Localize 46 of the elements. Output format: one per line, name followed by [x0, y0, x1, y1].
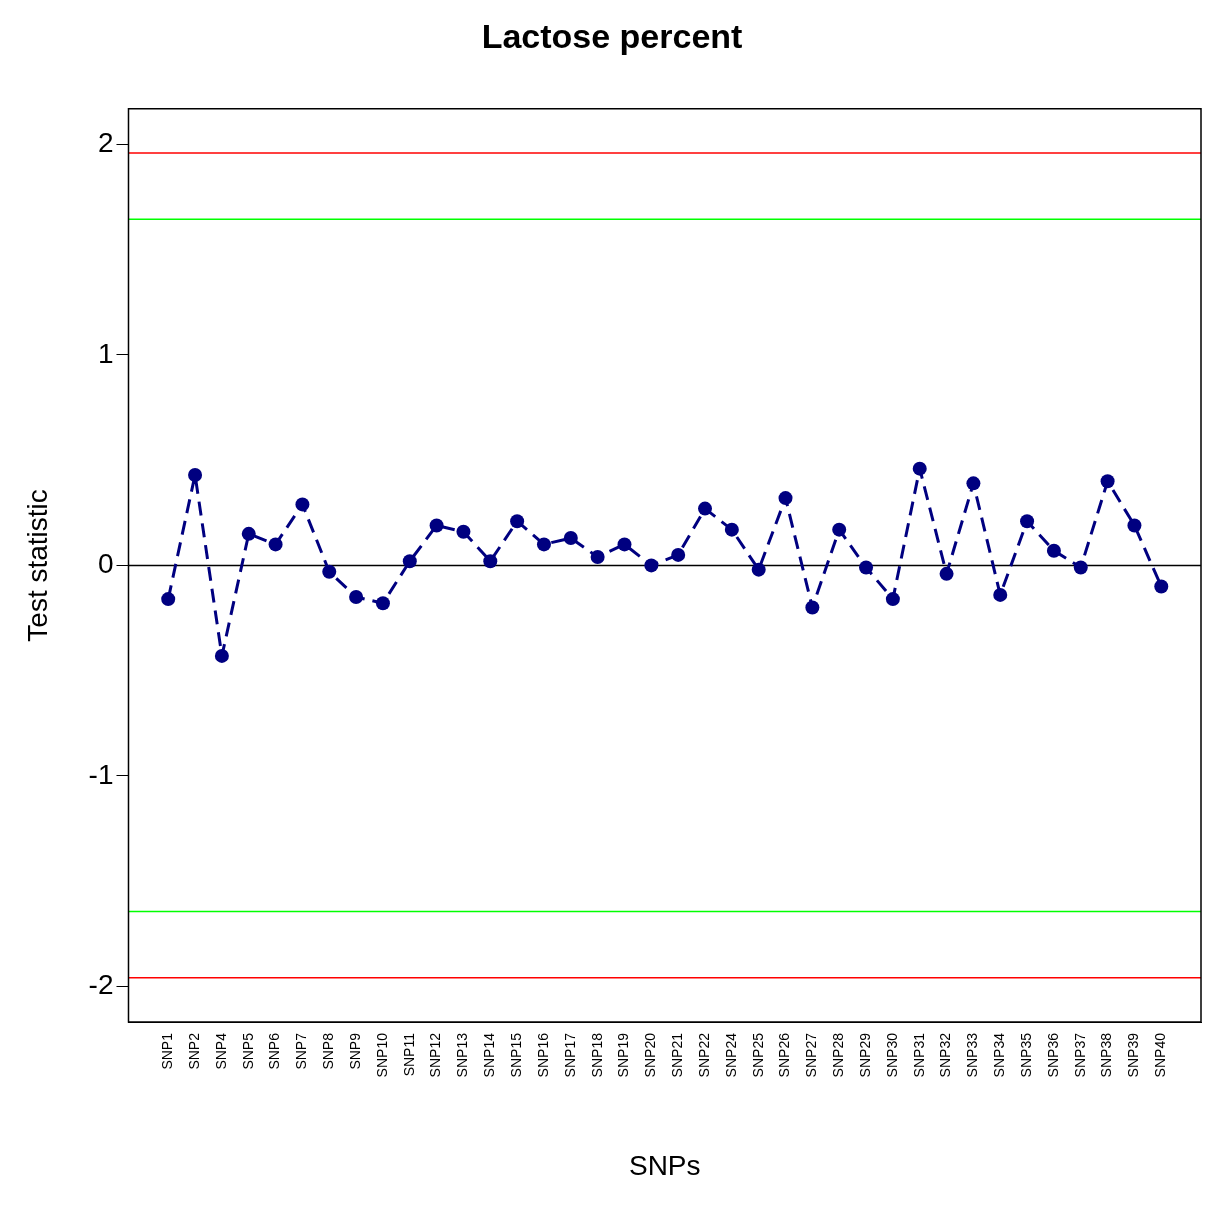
x-tick-label: SNP37 — [1071, 1032, 1088, 1078]
x-axis-title: SNPs — [628, 1149, 701, 1181]
x-tick-label: SNP29 — [856, 1032, 873, 1078]
x-tick-label: SNP10 — [373, 1032, 390, 1078]
chart-title: Lactose percent — [481, 16, 743, 55]
x-tick-label: SNP33 — [964, 1032, 981, 1078]
x-tick-label: SNP6 — [266, 1032, 283, 1070]
y-axis-title: Test statistic — [21, 489, 53, 642]
x-tick-label: SNP7 — [293, 1032, 310, 1070]
x-tick-label: SNP8 — [320, 1032, 337, 1070]
x-tick-label: SNP13 — [454, 1032, 471, 1078]
x-tick-label: SNP18 — [588, 1032, 605, 1078]
x-tick-label: SNP15 — [507, 1032, 524, 1078]
x-tick-label: SNP24 — [722, 1032, 739, 1078]
x-tick-label: SNP35 — [1017, 1032, 1034, 1078]
x-tick-label: SNP30 — [883, 1032, 900, 1078]
x-tick-label: SNP5 — [239, 1032, 256, 1070]
x-tick-label: SNP34 — [991, 1032, 1008, 1078]
x-tick-label: SNP26 — [776, 1032, 793, 1078]
x-tick-label: SNP25 — [749, 1032, 766, 1078]
x-tick-label: SNP11 — [400, 1032, 417, 1077]
x-tick-label: SNP9 — [346, 1032, 363, 1070]
x-tick-label: SNP4 — [212, 1032, 229, 1070]
x-tick-label: SNP1 — [159, 1032, 176, 1070]
y-tick-label: 1 — [97, 337, 114, 369]
x-tick-label: SNP19 — [615, 1032, 632, 1078]
x-tick-label: SNP31 — [910, 1032, 927, 1078]
y-tick-label: 2 — [97, 127, 114, 159]
x-tick-label: SNP2 — [185, 1032, 202, 1070]
x-tick-label: SNP14 — [481, 1032, 498, 1078]
x-tick-label: SNP39 — [1125, 1032, 1142, 1078]
x-tick-label: SNP17 — [561, 1032, 578, 1078]
x-tick-label: SNP20 — [642, 1032, 659, 1078]
x-tick-label: SNP36 — [1044, 1032, 1061, 1078]
x-tick-label: SNP12 — [427, 1032, 444, 1078]
x-tick-label: SNP21 — [669, 1032, 686, 1078]
x-tick-label: SNP28 — [830, 1032, 847, 1078]
y-tick-label: -1 — [88, 758, 114, 790]
y-tick-label: -2 — [88, 968, 114, 1000]
y-tick-label: 0 — [97, 548, 114, 580]
x-tick-label: SNP27 — [803, 1032, 820, 1078]
x-tick-label: SNP16 — [534, 1032, 551, 1078]
x-tick-label: SNP22 — [695, 1032, 712, 1078]
x-tick-label: SNP32 — [937, 1032, 954, 1078]
x-tick-label: SNP40 — [1152, 1032, 1169, 1078]
x-tick-label: SNP38 — [1098, 1032, 1115, 1078]
